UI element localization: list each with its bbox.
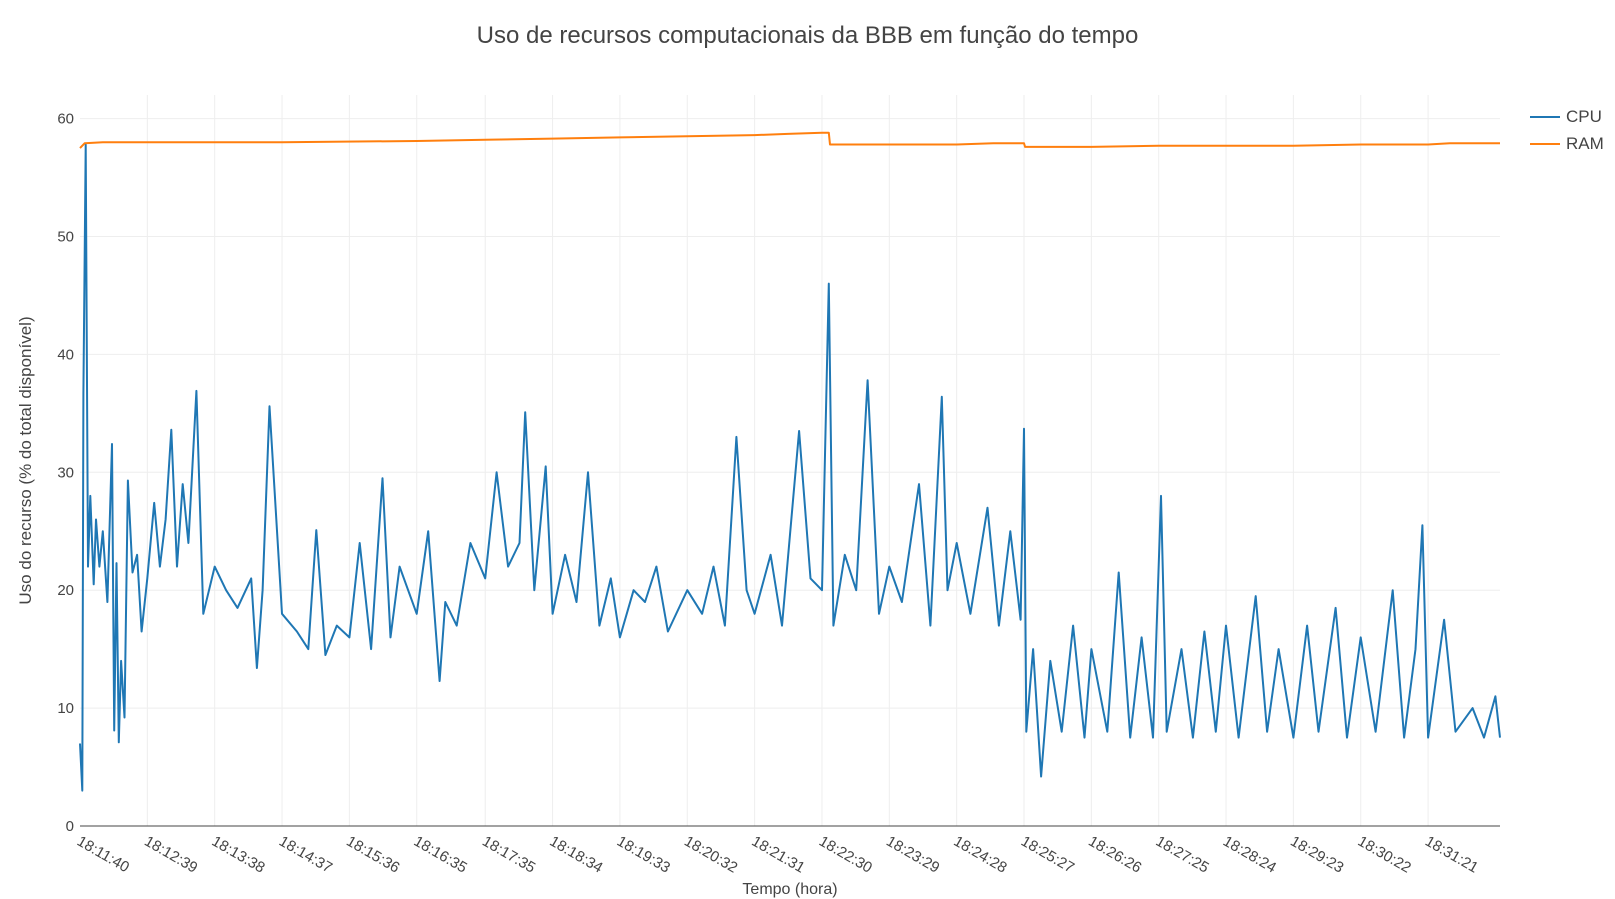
x-tick-label: 18:17:35 bbox=[479, 833, 538, 877]
x-tick-label: 18:11:40 bbox=[74, 833, 132, 876]
y-axis-title: Uso do recurso (% do total disponível) bbox=[16, 316, 35, 604]
x-tick-label: 18:22:30 bbox=[816, 833, 875, 877]
x-tick-label: 18:13:38 bbox=[209, 833, 268, 877]
x-tick-label: 18:26:26 bbox=[1085, 833, 1144, 877]
x-tick-label: 18:15:36 bbox=[343, 833, 402, 877]
x-tick-label: 18:16:35 bbox=[411, 833, 470, 877]
x-axis-title: Tempo (hora) bbox=[742, 881, 837, 898]
x-tick-label: 18:21:31 bbox=[749, 833, 808, 877]
x-tick-label: 18:31:21 bbox=[1422, 833, 1481, 877]
series-line-ram bbox=[79, 131, 1500, 149]
y-tick-label: 50 bbox=[57, 228, 74, 245]
x-tick-label: 18:28:24 bbox=[1220, 833, 1279, 877]
x-tick-label: 18:29:23 bbox=[1287, 833, 1346, 877]
legend[interactable]: CPU RAM bbox=[1530, 103, 1604, 157]
x-tick-label: 18:20:32 bbox=[681, 833, 740, 877]
legend-swatch-cpu bbox=[1530, 115, 1560, 118]
legend-item-cpu[interactable]: CPU bbox=[1530, 103, 1604, 130]
y-tick-label: 10 bbox=[57, 700, 74, 717]
x-tick-label: 18:24:28 bbox=[951, 833, 1010, 877]
y-tick-label: 0 bbox=[66, 818, 74, 835]
legend-item-ram[interactable]: RAM bbox=[1530, 130, 1604, 157]
x-tick-label: 18:12:39 bbox=[141, 833, 200, 877]
x-tick-label: 18:14:37 bbox=[276, 833, 335, 877]
x-tick-label: 18:27:25 bbox=[1153, 833, 1212, 877]
y-tick-label: 60 bbox=[57, 111, 74, 128]
legend-label-cpu: CPU bbox=[1566, 106, 1602, 126]
x-tick-label: 18:18:34 bbox=[547, 833, 606, 877]
chart-title: Uso de recursos computacionais da BBB em… bbox=[476, 22, 1139, 49]
x-tick-label: 18:19:33 bbox=[614, 833, 673, 877]
y-tick-label: 40 bbox=[57, 346, 74, 363]
x-tick-label: 18:30:22 bbox=[1355, 833, 1414, 877]
legend-label-ram: RAM bbox=[1566, 133, 1604, 153]
y-tick-label: 20 bbox=[57, 582, 74, 599]
series-line-cpu bbox=[79, 143, 1501, 792]
x-tick-label: 18:23:29 bbox=[883, 833, 942, 877]
legend-swatch-ram bbox=[1530, 142, 1560, 145]
x-tick-label: 18:25:27 bbox=[1018, 833, 1077, 877]
y-tick-label: 30 bbox=[57, 464, 74, 481]
